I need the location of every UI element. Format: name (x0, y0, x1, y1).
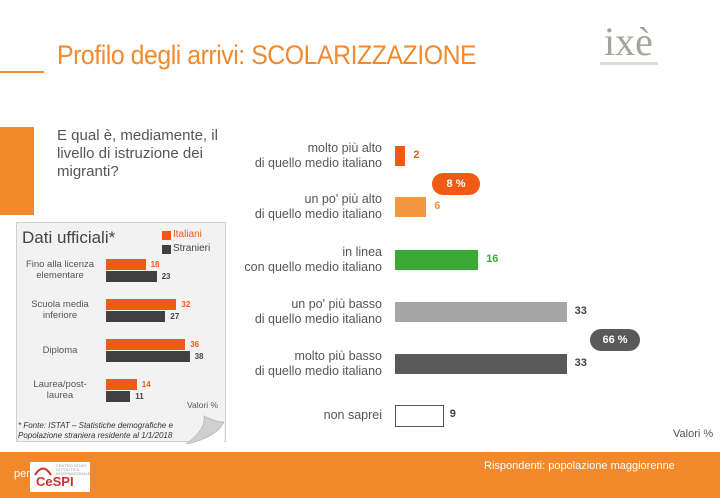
category-label-line: un po' più alto (304, 192, 382, 206)
group-total-badge: 8 % (432, 173, 480, 195)
panel-bar-value: 32 (181, 300, 191, 309)
respondents-note: Rispondenti: popolazione maggiorenne (484, 460, 675, 472)
category-label: un po' più alto di quello medio italiano (172, 192, 382, 222)
bar-value-label: 2 (413, 149, 420, 161)
category-label-line: non saprei (323, 407, 382, 422)
title-underline (0, 71, 44, 73)
panel-unit-label: Valori % (187, 400, 219, 410)
panel-category-label-line: elementare (36, 270, 84, 281)
ixe-logo: ixè (604, 19, 653, 64)
official-data-panel (16, 222, 226, 442)
question-text: E qual è, mediamente, il livello di istr… (57, 127, 218, 180)
category-label-line: molto più alto (307, 141, 382, 155)
panel-category-label-line: inferiore (42, 310, 78, 321)
bar (395, 354, 567, 374)
panel-category-label-line: Scuola media (31, 299, 89, 310)
page-title: Profilo degli arrivi: SCOLARIZZAZIONE (57, 40, 477, 70)
category-label: molto più alto di quello medio italiano (172, 141, 382, 171)
footer-bar (0, 452, 720, 498)
category-label: non saprei (172, 408, 382, 423)
panel-title: Dati ufficiali* (22, 228, 116, 247)
category-label-line: di quello medio italiano (254, 312, 382, 326)
cespi-logo (30, 462, 90, 492)
legend-label: Italiani (173, 229, 202, 240)
category-label: un po' più basso di quello medio italiano (172, 297, 382, 327)
page-curl-icon (186, 408, 224, 444)
bar-value-label: 9 (449, 408, 456, 420)
category-label-line: un po' più basso (291, 297, 382, 311)
bar-value-label: 33 (574, 357, 587, 369)
legend-swatch (162, 231, 171, 240)
panel-bar (106, 311, 166, 322)
cespi-mark-icon (34, 467, 52, 476)
panel-bar (106, 339, 186, 350)
cespi-logo-text: CeSPI (36, 474, 74, 489)
main-bar-chart: molto più alto di quello medio italiano 2 u… (172, 141, 640, 427)
cespi-subtitle: CENTRO STUDI DI POLITICA INTERNAZIONALE (56, 463, 91, 476)
category-label-line: con quello medio italiano (244, 260, 382, 274)
bar-value-label: 33 (574, 305, 587, 317)
panel-category-label-line: laurea (46, 390, 74, 401)
bar (395, 250, 479, 270)
category-label: molto più basso di quello medio italiano (172, 349, 382, 379)
accent-bar (0, 127, 34, 215)
panel-bar (106, 391, 131, 402)
bar-value-label: 16 (486, 253, 499, 265)
panel-bar-value: 38 (194, 352, 204, 361)
panel-bar-value: 27 (170, 312, 180, 321)
bar (395, 405, 444, 427)
panel-bar (106, 271, 157, 282)
panel-bar (106, 259, 146, 270)
panel-source-note: * Fonte: ISTAT – Statistiche demografich… (18, 421, 173, 440)
panel-category-label-line: Diploma (42, 344, 78, 356)
panel-bar (106, 379, 137, 390)
category-label-line: di quello medio italiano (254, 364, 382, 378)
group-total-badge: 66 % (590, 329, 640, 351)
panel-category-label-line: Fino alla licenza (25, 259, 95, 270)
legend-swatch (162, 245, 171, 254)
bar (395, 197, 427, 217)
category-label: in linea con quello medio italiano (172, 245, 382, 275)
panel-bar (106, 351, 190, 362)
logo-underline (600, 62, 658, 65)
panel-category-label: Diploma (16, 345, 104, 356)
panel-bar-value: 36 (190, 340, 200, 349)
panel-category-label: Fino alla licenza elementare (16, 259, 104, 281)
inset-bar-chart: Fino alla licenza elementare 18 23 Scuola me… (16, 259, 204, 402)
legend-label: Stranieri (173, 243, 211, 254)
footer-per-label: per (14, 468, 30, 480)
category-label-line: di quello medio italiano (254, 156, 382, 170)
panel-bar-value: 14 (141, 380, 151, 389)
panel-bar-value: 18 (150, 260, 160, 269)
panel-bar-value: 11 (135, 392, 144, 401)
main-chart-unit-label: Valori % (673, 428, 714, 440)
bar (395, 302, 567, 322)
category-label-line: molto più basso (294, 349, 382, 363)
panel-bar (106, 299, 177, 310)
panel-category-label: Laurea/post-laurea (16, 379, 104, 401)
category-label-line: in linea (342, 245, 382, 259)
panel-category-label-line: Laurea/post- (33, 379, 87, 390)
bar (395, 146, 406, 166)
panel-bar-value: 23 (161, 272, 171, 281)
bar-value-label: 6 (434, 200, 441, 212)
category-label-line: di quello medio italiano (254, 207, 382, 221)
panel-category-label: Scuola media inferiore (16, 299, 104, 321)
